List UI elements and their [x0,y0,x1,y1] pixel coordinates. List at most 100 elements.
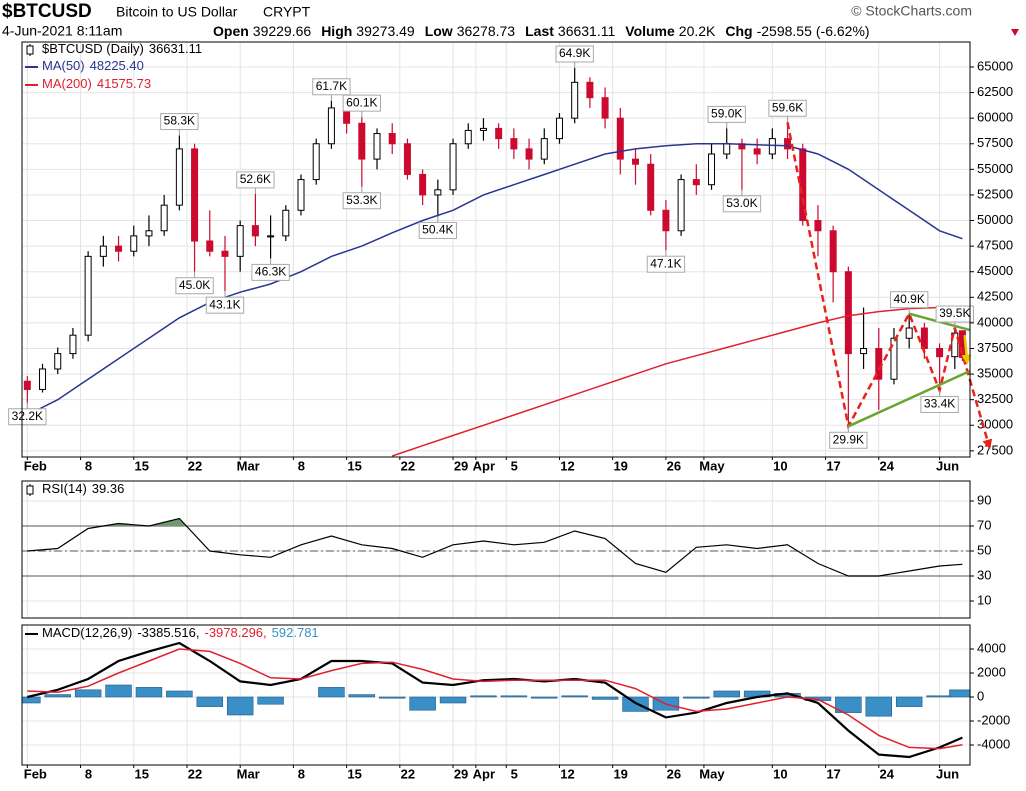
annotation-label: 33.4K [924,397,955,411]
y-tick-label: 40000 [977,314,1013,329]
quote-value: -2598.55 [757,23,812,39]
quote-label: Last [525,23,554,39]
x-tick-label: Apr [473,766,495,781]
candle-body [525,148,533,160]
x-tick-label: 22 [401,766,415,781]
candle-body [890,337,898,380]
histogram-bar [348,694,376,698]
candle-body [251,225,259,237]
annotation-box [707,105,746,123]
x-tick-label: Mar [237,458,260,473]
annotation-label: 47.1K [650,256,681,270]
y-tick-label: 50000 [977,212,1013,227]
legend-value: 41575.73 [97,76,151,91]
legend-text: MA(50) [42,58,85,73]
quote-value: 36278.73 [457,23,516,39]
y-tick-label: 45000 [977,263,1013,278]
candle-body [510,138,518,150]
x-tick-label: 17 [826,766,840,781]
trend-line [961,335,972,365]
y-tick-label: 10 [977,592,991,607]
histogram-bar [835,696,862,713]
y-tick-label: 60000 [977,110,1013,125]
candle-body [236,225,244,257]
x-tick-label: Jun [936,766,959,781]
annotation-box [768,99,807,117]
candle-body [282,209,290,237]
legend-value: 36631.11 [149,41,202,56]
candle-body [936,347,944,358]
x-tick-label: Feb [24,458,47,473]
panel-border [21,480,971,619]
x-tick-label: 26 [667,458,681,473]
legend-rsi: RSI(14) 39.36 [42,481,124,496]
change-down-icon [1011,29,1019,36]
annotation-label: 29.9K [833,432,864,446]
annotation-box [236,171,275,189]
panel-border [21,624,971,766]
candle-body [677,179,685,232]
histogram-bar [166,690,193,698]
y-tick-label: 30 [977,567,991,582]
moving-average-line [391,306,963,457]
x-tick-label: 22 [188,458,202,473]
histogram-bar [865,696,892,717]
x-tick-label: 17 [826,458,840,473]
annotation-label: 39.5K [939,306,970,320]
trend-line [847,369,971,428]
y-tick-label: 52500 [977,186,1013,201]
candle-body [555,117,563,140]
histogram-bar [531,696,558,699]
x-tick-label: 15 [135,458,149,473]
histogram-bar [379,696,406,699]
candle-body [647,163,655,211]
candle-body [601,97,609,119]
candle-body [632,158,640,165]
candle-body [115,245,123,252]
y-tick-label: 62500 [977,84,1013,99]
y-tick-label: 27500 [977,442,1013,457]
candle-body [692,179,700,186]
x-tick-label: 8 [85,766,92,781]
rsi-zone-fill [27,518,963,526]
copyright: © StockCharts.com [851,3,972,19]
annotation-label: 45.0K [179,278,210,292]
histogram-bar [561,695,588,698]
x-tick-label: 5 [511,458,518,473]
candle-body [39,368,47,390]
candle-body [373,133,381,160]
x-tick-label: 8 [298,766,305,781]
x-tick-label: 26 [667,766,681,781]
y-tick-label: 0 [977,688,984,703]
y-tick-label: 90 [977,492,991,507]
histogram-bar [22,696,41,704]
histogram-bar [713,690,740,698]
annotation-label: 46.3K [255,265,286,279]
candle-body [586,81,594,99]
histogram-bar [949,689,970,698]
quote-pct: (-6.62%) [816,23,870,39]
annotation-box [555,45,594,63]
histogram-bar [926,695,953,698]
candle-body [206,240,214,252]
candle-body [297,179,305,211]
x-tick-label: 15 [135,766,149,781]
candle-body [920,327,928,349]
candle-body [84,255,92,336]
legend-candle-icon [26,45,34,55]
legend-rsi-icon [26,485,34,495]
annotation-box [160,113,199,131]
macd-line [27,641,963,759]
rsi-zone-fill [27,519,962,577]
candle-body [69,334,77,355]
legend-text: $BTCUSD (Daily) [42,41,144,56]
x-tick-label: 19 [613,458,627,473]
legend-value: 39.36 [92,481,125,496]
panel-candlestick [22,42,970,457]
annotation-box [342,94,382,112]
legend-value: 48225.40 [90,58,144,73]
candle-body [753,148,761,155]
x-tick-label: 19 [613,766,627,781]
candle-body [312,143,320,181]
annotation-label: 64.9K [559,46,590,60]
